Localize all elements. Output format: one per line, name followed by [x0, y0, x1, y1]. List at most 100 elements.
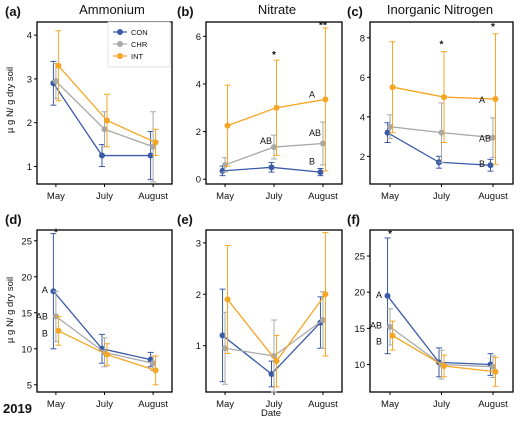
- y-tick-label: 2: [196, 290, 201, 301]
- y-tick-label: 25: [354, 252, 365, 263]
- y-tick-label: 3: [27, 74, 32, 85]
- series-chr: [222, 291, 326, 393]
- data-point: [55, 327, 62, 334]
- data-point: [271, 353, 277, 359]
- x-tick-label: July: [266, 399, 283, 410]
- annotation: A: [309, 90, 315, 100]
- plot-frame: [36, 229, 173, 393]
- series-chr: [387, 308, 496, 380]
- data-point: [384, 292, 391, 299]
- x-tick-label: August: [478, 399, 508, 410]
- y-tick-label: 2: [196, 127, 201, 138]
- y-tick-label: 10: [354, 360, 365, 371]
- x-tick-label: May: [47, 399, 65, 410]
- y-tick-label: 20: [354, 288, 365, 299]
- series-int: [224, 27, 329, 172]
- data-point: [317, 169, 324, 176]
- panel-b-label: (b): [177, 4, 194, 19]
- x-tick-label: May: [381, 191, 399, 202]
- data-point: [438, 129, 445, 136]
- x-tick-label: May: [216, 191, 234, 202]
- data-point: [441, 362, 447, 369]
- series-int: [389, 33, 499, 165]
- x-tick-label: May: [47, 191, 65, 202]
- x-tick-label: August: [308, 191, 338, 202]
- annotation: B: [42, 329, 48, 339]
- annotation: A: [479, 95, 485, 105]
- panel-b-title: Nitrate: [258, 2, 296, 17]
- panel-a-title: Ammonium: [79, 2, 145, 17]
- data-point: [322, 291, 329, 298]
- series-chr: [387, 102, 496, 163]
- panel-d-label: (d): [5, 212, 22, 227]
- data-point: [273, 104, 280, 111]
- panel-2: 2 4 6 8 May July August * * A AB B: [360, 21, 514, 202]
- annotation: AB: [260, 136, 272, 146]
- annotation: *: [54, 227, 58, 238]
- data-point: [99, 152, 105, 159]
- x-tick-label: May: [381, 399, 399, 410]
- data-point: [322, 96, 329, 103]
- series-int: [389, 320, 499, 387]
- annotation: AB: [479, 134, 491, 144]
- y-tick-label: 10: [21, 344, 32, 355]
- annotation: A: [376, 290, 382, 300]
- y-tick-label: 6: [360, 73, 365, 84]
- data-point: [104, 351, 110, 358]
- data-point: [152, 367, 159, 374]
- data-point: [222, 345, 229, 352]
- series-con: [219, 162, 324, 177]
- panel-c-title: Inorganic Nitrogen: [387, 2, 493, 17]
- legend-label-con: CON: [131, 28, 148, 37]
- annotation: B: [309, 156, 315, 166]
- y-tick-label: 5: [27, 380, 32, 391]
- data-point: [224, 296, 231, 303]
- data-point: [389, 84, 396, 91]
- annotation: AB: [309, 128, 321, 138]
- series-con: [50, 233, 154, 368]
- year-label: 2019: [3, 401, 32, 416]
- data-point: [487, 162, 494, 169]
- series-con: [384, 237, 494, 378]
- legend-label-chr: CHR: [131, 40, 148, 49]
- x-tick-label: August: [138, 399, 168, 410]
- panel-e-label: (e): [177, 212, 193, 227]
- y-tick-label: 3: [196, 238, 201, 249]
- data-point: [104, 117, 110, 124]
- panel-c-label: (c): [347, 4, 363, 19]
- annotation: *: [388, 229, 392, 240]
- series-chr: [52, 290, 157, 371]
- annotation: *: [440, 40, 444, 51]
- data-point: [384, 129, 391, 136]
- annotation: AB: [370, 320, 382, 330]
- series-int: [224, 232, 329, 388]
- x-tick-label: May: [216, 399, 234, 410]
- plot-frame: [205, 21, 343, 185]
- y-tick-label: 8: [360, 33, 365, 44]
- data-point: [389, 332, 396, 339]
- data-point: [152, 139, 159, 146]
- panel-0: 1 2 3 4 May July August: [27, 21, 173, 202]
- data-point: [319, 317, 326, 323]
- panel-a-label: (a): [5, 4, 21, 19]
- y-tick-label: 25: [21, 236, 32, 247]
- legend-label-int: INT: [131, 52, 144, 61]
- y-tick-label: 1: [196, 341, 201, 352]
- legend-item-int: INT: [113, 52, 144, 61]
- annotation: B: [376, 336, 382, 346]
- y-tick-label: 4: [360, 112, 365, 123]
- data-point: [489, 134, 496, 141]
- series-chr: [52, 63, 157, 183]
- data-point: [441, 94, 447, 101]
- data-point: [150, 143, 157, 150]
- data-point: [268, 164, 275, 171]
- y-axis-label-bottom: µ g N/ g dry soil: [5, 277, 16, 343]
- x-tick-label: August: [308, 399, 338, 410]
- panel-5: 10 15 20 25 May July August * A AB B: [354, 229, 514, 410]
- data-point: [101, 126, 108, 133]
- panel-4: 1 2 3 May July August: [196, 229, 343, 410]
- y-tick-label: 2: [27, 118, 32, 129]
- data-point: [387, 123, 394, 130]
- series-int: [55, 315, 159, 386]
- x-tick-label: August: [138, 191, 168, 202]
